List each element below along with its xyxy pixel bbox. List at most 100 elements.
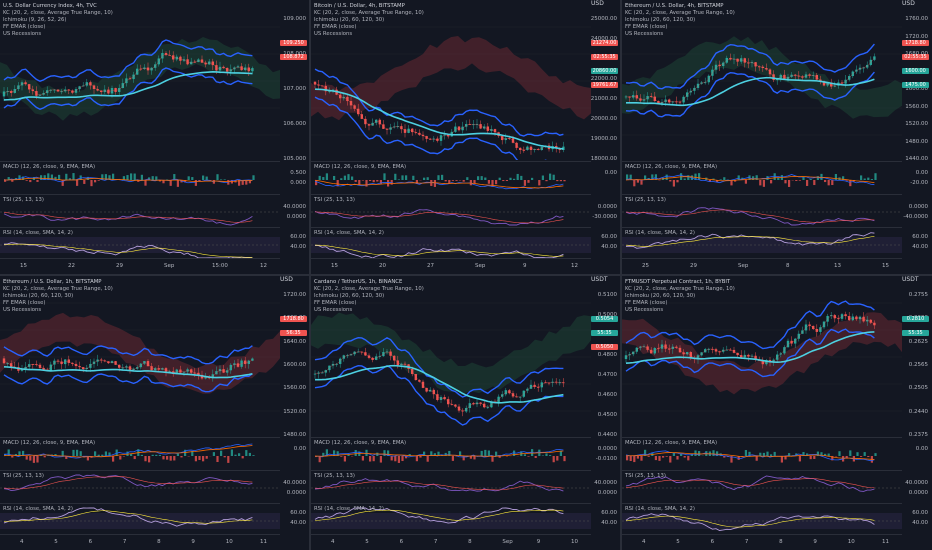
chart-panel-eth4h[interactable]: Ethereum / U.S. Dollar, 4h, BITSTAMP KC (… xyxy=(622,0,930,273)
price-axis[interactable]: USD1760.001720.001680.001640.001600.0015… xyxy=(902,0,930,256)
layout-divider[interactable] xyxy=(0,274,932,276)
time-axis[interactable]: 4 5 6 7 8 9 10 11 xyxy=(0,534,280,549)
macd-pane[interactable]: MACD (12, 26, close, 9, EMA, EMA) xyxy=(0,161,280,195)
indicator-label[interactable]: US Recessions xyxy=(3,31,42,37)
macd-pane[interactable]: MACD (12, 26, close, 9, EMA, EMA) xyxy=(622,161,902,195)
rsi-pane[interactable]: RSI (14, close, SMA, 14, 2) xyxy=(311,503,591,537)
tsi-label[interactable]: TSI (25, 13, 13) xyxy=(3,473,44,479)
rsi-pane[interactable]: RSI (14, close, SMA, 14, 2) xyxy=(622,503,902,537)
price-chart[interactable] xyxy=(622,276,902,436)
price-chart[interactable] xyxy=(0,0,280,160)
indicator-tick: -30.0000 xyxy=(592,214,617,220)
tsi-label[interactable]: TSI (25, 13, 13) xyxy=(625,197,666,203)
indicator-label[interactable]: KC (20, 2, close, Average True Range, 10… xyxy=(314,286,424,292)
macd-label[interactable]: MACD (12, 26, close, 9, EMA, EMA) xyxy=(3,440,96,446)
symbol-title[interactable]: Ethereum / U.S. Dollar, 4h, BITSTAMP xyxy=(625,3,724,9)
price-chart[interactable] xyxy=(0,276,280,436)
tsi-pane[interactable]: TSI (25, 13, 13) xyxy=(311,470,591,504)
indicator-label[interactable]: US Recessions xyxy=(625,31,664,37)
price-chart[interactable] xyxy=(311,276,591,436)
time-axis[interactable]: 25 29 Sep 8 13 15 xyxy=(622,258,902,273)
rsi-pane[interactable]: RSI (14, close, SMA, 14, 2) xyxy=(0,227,280,261)
indicator-label[interactable]: FF EMAR (close) xyxy=(625,24,668,30)
price-axis[interactable]: 109.000108.000107.000106.000105.000109.2… xyxy=(280,0,308,256)
symbol-title[interactable]: Cardano / TetherUS, 1h, BINANCE xyxy=(314,279,403,285)
rsi-pane[interactable]: RSI (14, close, SMA, 14, 2) xyxy=(311,227,591,261)
indicator-label[interactable]: FF EMAR (close) xyxy=(3,300,46,306)
symbol-title[interactable]: FTMUSDT Perpetual Contract, 1h, BYBIT xyxy=(625,279,731,285)
rsi-label[interactable]: RSI (14, close, SMA, 14, 2) xyxy=(3,506,73,512)
rsi-label[interactable]: RSI (14, close, SMA, 14, 2) xyxy=(314,230,384,236)
macd-label[interactable]: MACD (12, 26, close, 9, EMA, EMA) xyxy=(3,164,96,170)
indicator-label[interactable]: Ichimoku (9, 26, 52, 26) xyxy=(3,17,67,23)
symbol-title[interactable]: Ethereum / U.S. Dollar, 1h, BITSTAMP xyxy=(3,279,102,285)
symbol-title[interactable]: Bitcoin / U.S. Dollar, 4h, BITSTAMP xyxy=(314,3,405,9)
macd-label[interactable]: MACD (12, 26, close, 9, EMA, EMA) xyxy=(625,440,718,446)
indicator-label[interactable]: FF EMAR (close) xyxy=(3,24,46,30)
price-tick: 25000.00 xyxy=(590,16,617,22)
time-axis[interactable]: 4 5 6 7 8 9 10 11 xyxy=(622,534,902,549)
indicator-tick: 60.00 xyxy=(290,234,306,240)
tsi-pane[interactable]: TSI (25, 13, 13) xyxy=(0,470,280,504)
indicator-label[interactable]: KC (20, 2, close, Average True Range, 10… xyxy=(625,286,735,292)
macd-label[interactable]: MACD (12, 26, close, 9, EMA, EMA) xyxy=(314,440,407,446)
tsi-pane[interactable]: TSI (25, 13, 13) xyxy=(0,194,280,228)
indicator-label[interactable]: Ichimoku (20, 60, 120, 30) xyxy=(314,17,385,23)
time-tick: 4 xyxy=(642,539,646,545)
indicator-tick: -20.00 xyxy=(910,180,928,186)
time-axis[interactable]: 15 22 29 Sep 15:00 12 xyxy=(0,258,280,273)
indicator-label[interactable]: Ichimoku (20, 60, 120, 30) xyxy=(625,293,696,299)
price-chart[interactable] xyxy=(311,0,591,160)
indicator-label[interactable]: US Recessions xyxy=(314,307,353,313)
tsi-label[interactable]: TSI (25, 13, 13) xyxy=(3,197,44,203)
chart-panel-dxy[interactable]: U.S. Dollar Currency Index, 4h, TVC KC (2… xyxy=(0,0,308,273)
indicator-label[interactable]: KC (20, 2, close, Average True Range, 10… xyxy=(625,10,735,16)
price-axis[interactable]: USDT0.27550.26900.26250.25650.25050.2440… xyxy=(902,276,930,532)
chart-panel-btc[interactable]: Bitcoin / U.S. Dollar, 4h, BITSTAMP KC (2… xyxy=(311,0,619,273)
macd-pane[interactable]: MACD (12, 26, close, 9, EMA, EMA) xyxy=(0,437,280,471)
price-axis[interactable]: USD25000.0024000.0023000.0022000.0021000… xyxy=(591,0,619,256)
tsi-label[interactable]: TSI (25, 13, 13) xyxy=(625,473,666,479)
tsi-pane[interactable]: TSI (25, 13, 13) xyxy=(622,194,902,228)
indicator-label[interactable]: Ichimoku (20, 60, 120, 30) xyxy=(625,17,696,23)
rsi-pane[interactable]: RSI (14, close, SMA, 14, 2) xyxy=(0,503,280,537)
indicator-label[interactable]: KC (20, 2, close, Average True Range, 10… xyxy=(314,10,424,16)
indicator-label[interactable]: US Recessions xyxy=(314,31,353,37)
macd-pane[interactable]: MACD (12, 26, close, 9, EMA, EMA) xyxy=(311,437,591,471)
macd-pane[interactable]: MACD (12, 26, close, 9, EMA, EMA) xyxy=(622,437,902,471)
time-axis[interactable]: 4 5 6 7 8 Sep 9 10 xyxy=(311,534,591,549)
rsi-label[interactable]: RSI (14, close, SMA, 14, 2) xyxy=(314,506,384,512)
candle xyxy=(725,345,728,351)
candle xyxy=(696,79,700,91)
time-tick: 5 xyxy=(676,539,680,545)
chart-panel-eth1h[interactable]: Ethereum / U.S. Dollar, 1h, BITSTAMP KC (… xyxy=(0,276,308,549)
tsi-label[interactable]: TSI (25, 13, 13) xyxy=(314,197,355,203)
macd-label[interactable]: MACD (12, 26, close, 9, EMA, EMA) xyxy=(625,164,718,170)
price-chart[interactable] xyxy=(622,0,902,160)
rsi-pane[interactable]: RSI (14, close, SMA, 14, 2) xyxy=(622,227,902,261)
indicator-label[interactable]: FF EMAR (close) xyxy=(314,24,357,30)
candle xyxy=(64,359,67,369)
price-axis[interactable]: USD1720.001680.001640.001600.001560.0015… xyxy=(280,276,308,532)
indicator-label[interactable]: Ichimoku (20, 60, 120, 30) xyxy=(314,293,385,299)
indicator-label[interactable]: US Recessions xyxy=(3,307,42,313)
price-axis[interactable]: USDT0.51000.50000.49000.48000.47000.4600… xyxy=(591,276,619,532)
rsi-label[interactable]: RSI (14, close, SMA, 14, 2) xyxy=(625,506,695,512)
macd-pane[interactable]: MACD (12, 26, close, 9, EMA, EMA) xyxy=(311,161,591,195)
symbol-title[interactable]: U.S. Dollar Currency Index, 4h, TVC xyxy=(3,3,97,9)
indicator-label[interactable]: Ichimoku (20, 60, 120, 30) xyxy=(3,293,74,299)
indicator-label[interactable]: FF EMAR (close) xyxy=(625,300,668,306)
rsi-label[interactable]: RSI (14, close, SMA, 14, 2) xyxy=(625,230,695,236)
rsi-label[interactable]: RSI (14, close, SMA, 14, 2) xyxy=(3,230,73,236)
tsi-pane[interactable]: TSI (25, 13, 13) xyxy=(622,470,902,504)
chart-panel-ftm[interactable]: FTMUSDT Perpetual Contract, 1h, BYBIT KC … xyxy=(622,276,930,549)
time-axis[interactable]: 15 20 27 Sep 9 12 xyxy=(311,258,591,273)
indicator-label[interactable]: KC (20, 2, close, Average True Range, 10… xyxy=(3,286,113,292)
tsi-label[interactable]: TSI (25, 13, 13) xyxy=(314,473,355,479)
chart-panel-ada[interactable]: Cardano / TetherUS, 1h, BINANCE KC (20, 2… xyxy=(311,276,619,549)
macd-label[interactable]: MACD (12, 26, close, 9, EMA, EMA) xyxy=(314,164,407,170)
indicator-label[interactable]: KC (20, 2, close, Average True Range, 10… xyxy=(3,10,113,16)
indicator-label[interactable]: FF EMAR (close) xyxy=(314,300,357,306)
tsi-pane[interactable]: TSI (25, 13, 13) xyxy=(311,194,591,228)
indicator-label[interactable]: US Recessions xyxy=(625,307,664,313)
